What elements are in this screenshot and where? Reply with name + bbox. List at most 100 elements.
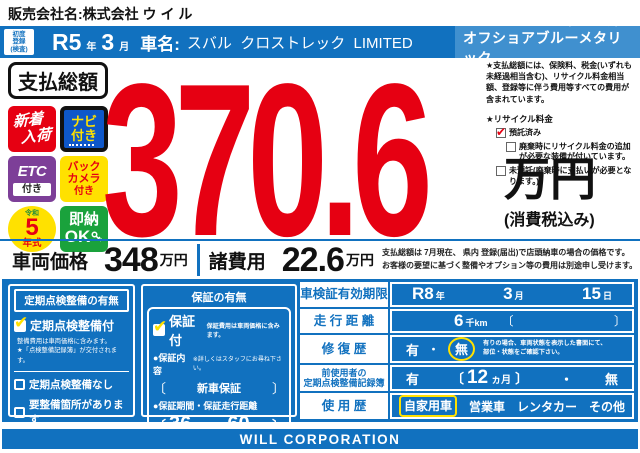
usage-private-selected: 自家用車 [399, 395, 458, 417]
total-price-label: 支払総額 [18, 72, 98, 94]
bottom-section: 定期点検整備の有無 定期点検整備付 整備費用は車両価格に含みます。 ★「点検整備… [2, 279, 638, 451]
car-name-label: 車名: [140, 34, 180, 54]
usage-history-label: 使 用 歴 [300, 393, 388, 419]
company-name: WILL CORPORATION [239, 431, 401, 447]
inspection-year: R8 [412, 284, 434, 304]
usage-commercial: 営業車 [468, 399, 505, 414]
table-row-usage-history: 使 用 歴 自家用車 営業車 レンタカー その他 [300, 393, 634, 419]
maintenance-opt3-row: 要整備箇所があります [14, 397, 129, 427]
record-no: 無 [604, 371, 618, 387]
recycle-fee-title: ★リサイクル料金 [486, 113, 553, 124]
badge-column: 支払総額 新着 入荷 ナビ 付き ETC 付き バック カメラ 付き 令和 5 [8, 62, 108, 252]
bracket-open: 〔 [501, 314, 514, 329]
footer-bar: WILL CORPORATION [2, 429, 638, 449]
grade-color-panel: グレード・ミッション・排気量(主な仕様区分) オフショアブルーメタリック [455, 18, 640, 66]
inspection-expiry-label: 車検証有効期限 [300, 282, 388, 307]
camera-line1: バック [67, 160, 101, 173]
recycle-add-label: 廃棄時にリサイクル料金の追加が必要な装備が付いています。 [519, 141, 631, 162]
record-label-line2: 定期点検整備記録簿 [303, 378, 385, 388]
separator-dot: ・ [560, 371, 574, 387]
checked-checkbox-icon [496, 124, 506, 140]
price-bar-note1: 支払総額は 7月現在、 県内 登録(届出)で店頭納車の場合の価格です。 [381, 248, 630, 258]
fees-label: 諸費用 [208, 251, 266, 273]
tax-included-note: (消費税込み) [504, 212, 595, 229]
camera-line3: 付き [74, 185, 94, 197]
side-notes: ★支払総額には、保険料、税金(いずれも未経過相当含む)、リサイクル料金相当額、登… [486, 60, 636, 188]
mileage-number: 6 [454, 310, 464, 330]
ready-line1: 即納 [68, 211, 99, 229]
bracket-open: 〔 [153, 381, 167, 396]
reg-badge-line1: 初度 [12, 30, 26, 38]
empty-checkbox-icon [14, 406, 25, 418]
price-bar-note2: お客様の要望に基づく整備やオプション等の費用は別途申し受けます。 [381, 261, 638, 270]
inspection-year-unit: 年 [435, 291, 445, 302]
usage-history-value: 自家用車 営業車 レンタカー その他 [390, 393, 634, 419]
etc-sub-label: 付き [13, 182, 51, 196]
maintenance-note1: 整備費用は車両価格に含みます。 [17, 338, 111, 345]
separator-dot: ・ [428, 344, 440, 356]
empty-checkbox-icon [506, 141, 516, 152]
table-row-maintenance-record: 前使用者の 定期点検整備記録簿 有 〔 12 ヵ月 〕 ・ 無 [300, 365, 634, 391]
usage-rental: レンタカー [516, 399, 577, 414]
maintenance-title: 定期点検整備の有無 [14, 289, 129, 312]
repair-note-line1: 有りの場合、車両状態を表示した書面にて、 [483, 340, 607, 348]
recycle-paid-row: 預託済み [496, 124, 636, 140]
maintenance-opt2-row: 定期点検整備なし [14, 377, 129, 392]
recycle-paid-label: 預託済み [509, 127, 541, 137]
fees-amount: 22.6 [281, 240, 345, 279]
bracket-close: 〕 [613, 314, 626, 329]
warranty-opt1-row: 保証付 保証費用は車両価格に含みます。 [153, 311, 285, 349]
repair-history-label: 修 復 歴 [300, 335, 388, 363]
body-color-name: オフショアブルーメタリック [463, 29, 622, 66]
reg-year-unit: 年 [86, 41, 97, 53]
record-months-unit: ヵ月 [491, 375, 512, 386]
total-price-label-box: 支払総額 [8, 62, 108, 99]
reg-month: 3 [101, 28, 115, 55]
inspection-day-unit: 日 [602, 291, 612, 302]
feature-badges: 新着 入荷 ナビ 付き ETC 付き バック カメラ 付き 令和 5 年式 [8, 106, 108, 252]
new-arrival-line2: 入荷 [20, 126, 51, 147]
record-months: 12 [466, 367, 489, 388]
warranty-content-label: ●保証内容 [153, 353, 186, 376]
warranty-content-value: 新車保証 [197, 382, 241, 395]
header-bar: 初度 登録 (検査) R5 年 3 月 車名: スバル クロストレック LIMI… [0, 18, 640, 66]
mileage-unit: 千km [465, 317, 488, 328]
maintenance-box: 定期点検整備の有無 定期点検整備付 整備費用は車両価格に含みます。 ★「点検整備… [8, 284, 135, 448]
seller-name: 株式会社 ウ イ ル [82, 6, 193, 22]
bracket-close: 〕 [515, 371, 529, 386]
checked-checkbox-icon [14, 313, 28, 333]
record-yes: 有 [406, 371, 420, 387]
new-arrival-badge: 新着 入荷 [8, 106, 56, 152]
warranty-title: 保証の有無 [191, 292, 247, 304]
reg-month-unit: 月 [119, 41, 130, 53]
recycle-add-row: 廃棄時にリサイクル料金の追加が必要な装備が付いています。 [506, 141, 636, 164]
warranty-period-label-row: ●保証期間・保証走行距離 [153, 399, 285, 412]
divider [196, 244, 200, 276]
repair-history-note: 有りの場合、車両状態を表示した書面にて、 部位・状態をご確認下さい。 [483, 340, 606, 358]
model-year-badge: 令和 5 年式 [8, 206, 56, 252]
warranty-opt1-note: 保証費用は車両価格に含みます。 [206, 323, 280, 339]
reg-year: R5 [52, 28, 82, 55]
mileage-label: 走 行 距 離 [300, 308, 388, 333]
etc-badge: ETC 付き [8, 156, 56, 202]
warranty-content-row: ●保証内容 ※詳しくはスタッフにお尋ね下さい。 [153, 351, 285, 377]
total-price-unit-block: 万円 (消費税込み) [504, 156, 596, 230]
table-row-repair-history: 修 復 歴 有 ・ 無 有りの場合、車両状態を表示した書面にて、 部位・状態をご… [300, 335, 634, 363]
navi-line1: ナビ [70, 114, 97, 130]
grade-label: グレード・ミッション・排気量(主な仕様区分) [463, 17, 618, 27]
reg-badge-line3: (検査) [10, 45, 28, 53]
vehicle-price-label: 車両価格 [12, 251, 89, 273]
registration-date: R5 年 3 月 [52, 29, 134, 56]
repair-yes: 有 [406, 342, 420, 358]
era-label: 令和 [25, 209, 39, 217]
recycle-unpaid-label: 未預託(廃棄時に支払いが必要となります。) [509, 166, 632, 186]
table-row-mileage: 走 行 距 離 6 千km 〔 〕 [300, 308, 634, 333]
warranty-box: 保証の有無 保証付 保証費用は車両価格に含みます。 ●保証内容 ※詳しくはスタッ… [141, 284, 297, 451]
first-registration-badge: 初度 登録 (検査) [4, 29, 34, 55]
price-bar-notes: 支払総額は 7月現在、 県内 登録(届出)で店頭納車の場合の価格です。 お客様の… [382, 247, 637, 273]
inspection-month-unit: 月 [514, 291, 524, 302]
maintenance-note2: ★「点検整備記録簿」が交付されます。 [17, 347, 118, 364]
seller-line: 販売会社名: 株式会社 ウ イ ル [8, 4, 192, 24]
